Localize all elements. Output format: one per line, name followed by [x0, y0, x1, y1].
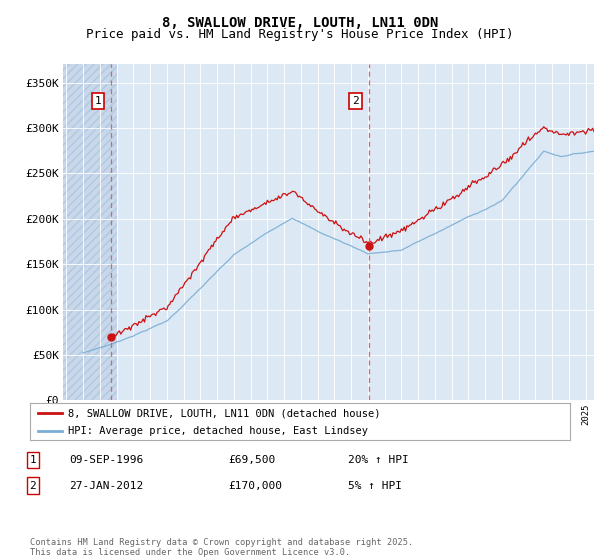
Text: 27-JAN-2012: 27-JAN-2012	[69, 480, 143, 491]
Text: Contains HM Land Registry data © Crown copyright and database right 2025.
This d: Contains HM Land Registry data © Crown c…	[30, 538, 413, 557]
Text: Price paid vs. HM Land Registry's House Price Index (HPI): Price paid vs. HM Land Registry's House …	[86, 28, 514, 41]
Text: 5% ↑ HPI: 5% ↑ HPI	[348, 480, 402, 491]
Text: 20% ↑ HPI: 20% ↑ HPI	[348, 455, 409, 465]
Text: 2: 2	[352, 96, 359, 106]
Bar	[63, 64, 116, 400]
Text: 1: 1	[95, 96, 101, 106]
Text: 1: 1	[29, 455, 37, 465]
Text: £69,500: £69,500	[228, 455, 275, 465]
Text: 8, SWALLOW DRIVE, LOUTH, LN11 0DN: 8, SWALLOW DRIVE, LOUTH, LN11 0DN	[162, 16, 438, 30]
Text: 8, SWALLOW DRIVE, LOUTH, LN11 0DN (detached house): 8, SWALLOW DRIVE, LOUTH, LN11 0DN (detac…	[68, 408, 380, 418]
Text: £170,000: £170,000	[228, 480, 282, 491]
Text: HPI: Average price, detached house, East Lindsey: HPI: Average price, detached house, East…	[68, 426, 368, 436]
Text: 2: 2	[29, 480, 37, 491]
Text: 09-SEP-1996: 09-SEP-1996	[69, 455, 143, 465]
